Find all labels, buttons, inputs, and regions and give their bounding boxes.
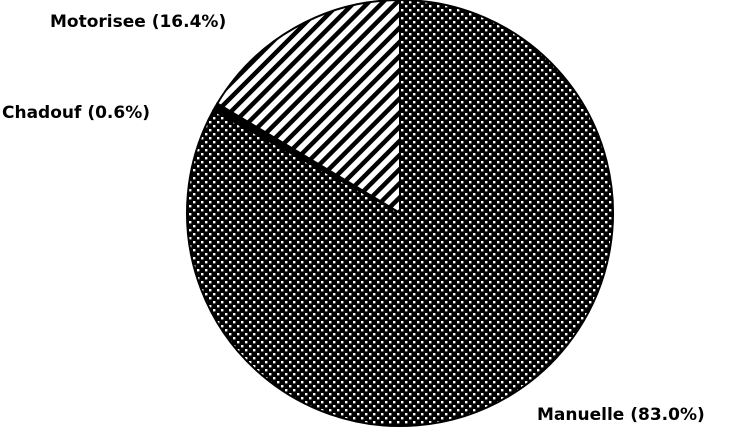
pie-slice-manuelle bbox=[186, 0, 614, 427]
slice-label-chadouf: Chadouf (0.6%) bbox=[2, 103, 150, 123]
pie-slice-motorisee bbox=[215, 0, 401, 215]
slice-label-manuelle: Manuelle (83.0%) bbox=[537, 405, 705, 425]
slice-label-motorisee: Motorisee (16.4%) bbox=[50, 12, 226, 32]
